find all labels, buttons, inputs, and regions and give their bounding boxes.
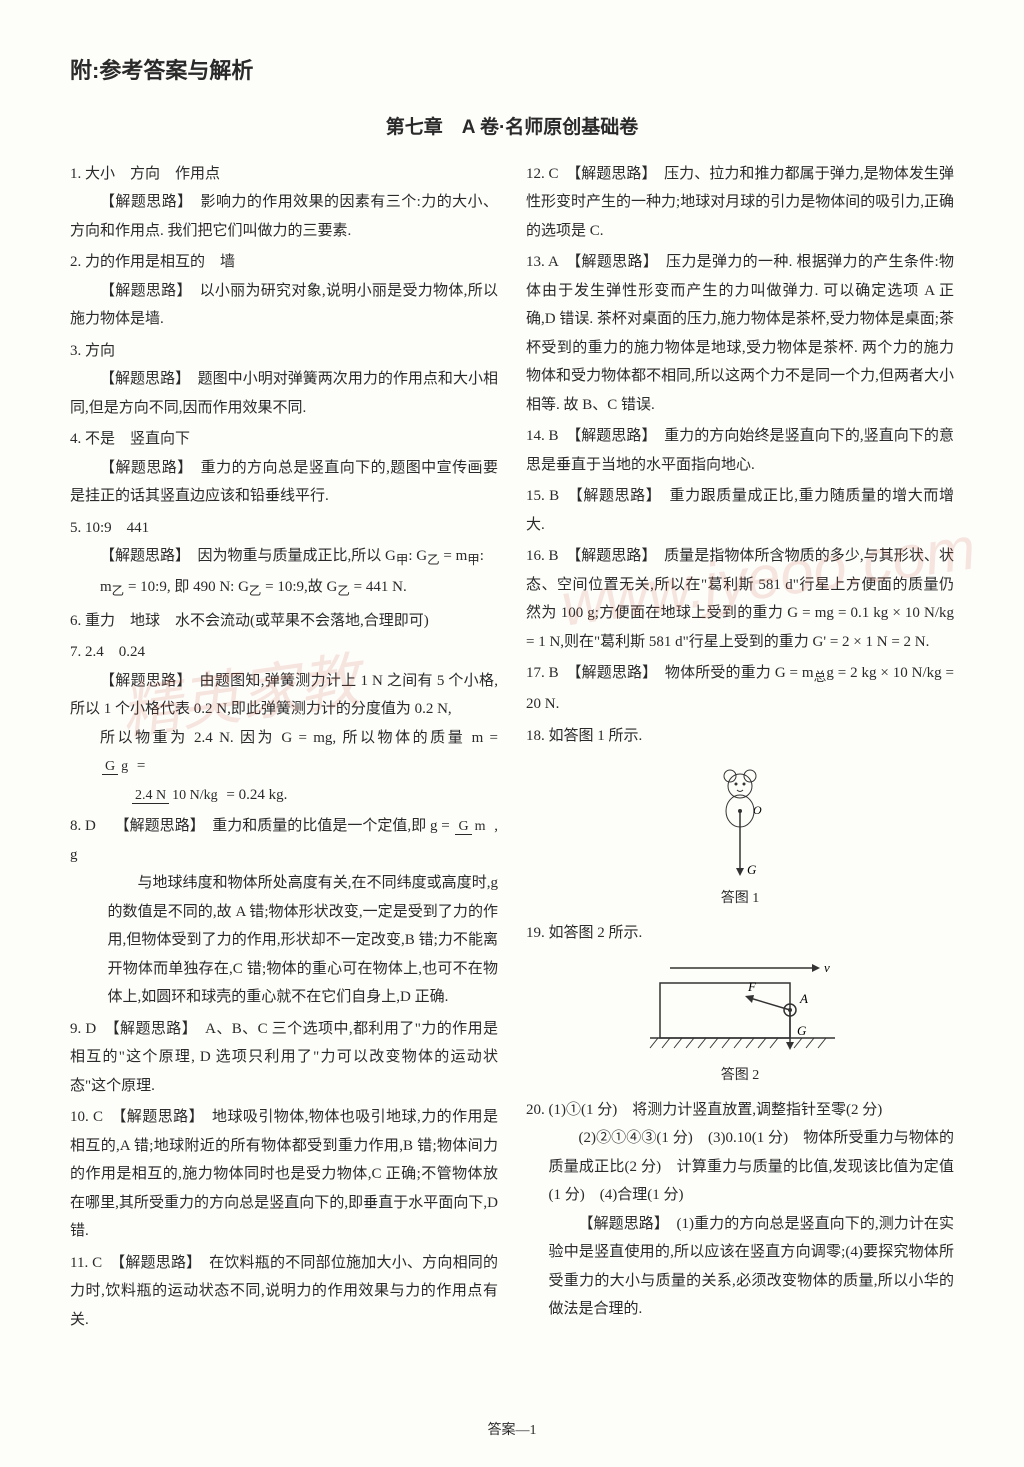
- answer-text: 16. B 【解题思路】 质量是指物体所含物质的多少,与其形状、状态、空间位置无…: [526, 542, 954, 656]
- question-15: 15. B 【解题思路】 重力跟质量成正比,重力随质量的增大而增大.: [526, 482, 954, 539]
- fraction: 2.4 N10 N/kg: [102, 788, 221, 803]
- fraction: Gm: [455, 819, 488, 834]
- question-9: 9. D 【解题思路】 A、B、C 三个选项中,都利用了"力的作用是相互的"这个…: [70, 1015, 498, 1101]
- question-5: 5. 10:9 441 【解题思路】 因为物重与质量成正比,所以 G甲: G乙 …: [70, 514, 498, 604]
- answer-text: 18. 如答图 1 所示.: [526, 722, 954, 751]
- answer-text: 17. B 【解题思路】 物体所受的重力 G = m总g = 2 kg × 10…: [526, 659, 954, 718]
- explanation-cont: 所以物重为 2.4 N. 因为 G = mg, 所以物体的质量 m = Gg =: [70, 724, 498, 781]
- svg-text:A: A: [799, 991, 808, 1006]
- explanation-text: 【解题思路】 题图中小明对弹簧两次用力的作用点和大小相同,但是方向不同,因而作用…: [70, 365, 498, 422]
- explanation-cont: 2.4 N10 N/kg = 0.24 kg.: [70, 781, 498, 810]
- question-1: 1. 大小 方向 作用点 【解题思路】 影响力的作用效果的因素有三个:力的大小、…: [70, 160, 498, 246]
- answer-text: 3. 方向: [70, 337, 498, 366]
- answer-text: 5. 10:9 441: [70, 514, 498, 543]
- answer-text: 19. 如答图 2 所示.: [526, 919, 954, 948]
- svg-text:G: G: [747, 862, 757, 877]
- fraction: Gg: [72, 759, 131, 774]
- question-18: 18. 如答图 1 所示. O G 答图 1: [526, 722, 954, 913]
- answer-text: 4. 不是 竖直向下: [70, 425, 498, 454]
- figure-1: O G 答图 1: [526, 756, 954, 913]
- answer-text: 6. 重力 地球 水不会流动(或苹果不会落地,合理即可): [70, 607, 498, 636]
- explanation-text: 【解题思路】 (1)重力的方向总是竖直向下的,测力计在实验中是竖直使用的,所以应…: [526, 1210, 954, 1324]
- answer-text: 7. 2.4 0.24: [70, 638, 498, 667]
- figure-caption: 答图 2: [526, 1063, 954, 1090]
- page-footer: 答案—1: [0, 1418, 1024, 1445]
- svg-text:O: O: [753, 803, 762, 817]
- explanation-text: 与地球纬度和物体所处高度有关,在不同纬度或高度时,g 的数值是不同的,故 A 错…: [70, 869, 498, 1012]
- answer-cont: (2)②①④③(1 分) (3)0.10(1 分) 物体所受重力与物体的质量成正…: [526, 1124, 954, 1210]
- answer-text: 10. C 【解题思路】 地球吸引物体,物体也吸引地球,力的作用是相互的,A 错…: [70, 1103, 498, 1246]
- svg-text:v: v: [824, 960, 830, 975]
- question-16: 16. B 【解题思路】 质量是指物体所含物质的多少,与其形状、状态、空间位置无…: [526, 542, 954, 656]
- question-4: 4. 不是 竖直向下 【解题思路】 重力的方向总是竖直向下的,题图中宣传画要是挂…: [70, 425, 498, 511]
- question-11: 11. C 【解题思路】 在饮料瓶的不同部位施加大小、方向相同的力时,饮料瓶的运…: [70, 1249, 498, 1335]
- answer-text: 14. B 【解题思路】 重力的方向始终是竖直向下的,竖直向下的意思是垂直于当地…: [526, 422, 954, 479]
- svg-text:F: F: [747, 979, 757, 994]
- question-17: 17. B 【解题思路】 物体所受的重力 G = m总g = 2 kg × 10…: [526, 659, 954, 718]
- page-title: 附:参考答案与解析: [70, 50, 954, 92]
- answer-text: 13. A 【解题思路】 压力是弹力的一种. 根据弹力的产生条件:物体由于发生弹…: [526, 248, 954, 419]
- question-19: 19. 如答图 2 所示. v F A G: [526, 919, 954, 1090]
- svg-text:G: G: [797, 1023, 807, 1038]
- explanation-text: 【解题思路】 因为物重与质量成正比,所以 G甲: G乙 = m甲:: [70, 542, 498, 573]
- box-force-diagram-icon: v F A G: [640, 953, 840, 1063]
- question-3: 3. 方向 【解题思路】 题图中小明对弹簧两次用力的作用点和大小相同,但是方向不…: [70, 337, 498, 423]
- question-10: 10. C 【解题思路】 地球吸引物体,物体也吸引地球,力的作用是相互的,A 错…: [70, 1103, 498, 1246]
- answer-text: 20. (1)①(1 分) 将测力计竖直放置,调整指针至零(2 分): [526, 1096, 954, 1125]
- figure-caption: 答图 1: [526, 886, 954, 913]
- answer-text: 8. D 【解题思路】 重力和质量的比值是一个定值,即 g = Gm , g: [70, 812, 498, 869]
- question-6: 6. 重力 地球 水不会流动(或苹果不会落地,合理即可): [70, 607, 498, 636]
- explanation-text: 【解题思路】 影响力的作用效果的因素有三个:力的大小、方向和作用点. 我们把它们…: [70, 188, 498, 245]
- answer-text: 1. 大小 方向 作用点: [70, 160, 498, 189]
- answer-text: 15. B 【解题思路】 重力跟质量成正比,重力随质量的增大而增大.: [526, 482, 954, 539]
- explanation-cont: m乙 = 10:9, 即 490 N: G乙 = 10:9,故 G乙 = 441…: [70, 573, 498, 604]
- bear-diagram-icon: O G: [695, 756, 785, 886]
- chapter-title: 第七章 A 卷·名师原创基础卷: [70, 110, 954, 146]
- content-columns: 1. 大小 方向 作用点 【解题思路】 影响力的作用效果的因素有三个:力的大小、…: [70, 160, 954, 1400]
- explanation-text: 【解题思路】 以小丽为研究对象,说明小丽是受力物体,所以施力物体是墙.: [70, 277, 498, 334]
- answer-text: 2. 力的作用是相互的 墙: [70, 248, 498, 277]
- question-8: 8. D 【解题思路】 重力和质量的比值是一个定值,即 g = Gm , g 与…: [70, 812, 498, 1012]
- answer-text: 9. D 【解题思路】 A、B、C 三个选项中,都利用了"力的作用是相互的"这个…: [70, 1015, 498, 1101]
- figure-2: v F A G 答图 2: [526, 953, 954, 1090]
- explanation-text: 【解题思路】 重力的方向总是竖直向下的,题图中宣传画要是挂正的话其竖直边应该和铅…: [70, 454, 498, 511]
- question-12: 12. C 【解题思路】 压力、拉力和推力都属于弹力,是物体发生弹性形变时产生的…: [526, 160, 954, 246]
- question-14: 14. B 【解题思路】 重力的方向始终是竖直向下的,竖直向下的意思是垂直于当地…: [526, 422, 954, 479]
- answer-text: 12. C 【解题思路】 压力、拉力和推力都属于弹力,是物体发生弹性形变时产生的…: [526, 160, 954, 246]
- explanation-text: 【解题思路】 由题图知,弹簧测力计上 1 N 之间有 5 个小格,所以 1 个小…: [70, 667, 498, 724]
- question-2: 2. 力的作用是相互的 墙 【解题思路】 以小丽为研究对象,说明小丽是受力物体,…: [70, 248, 498, 334]
- answer-text: 11. C 【解题思路】 在饮料瓶的不同部位施加大小、方向相同的力时,饮料瓶的运…: [70, 1249, 498, 1335]
- question-13: 13. A 【解题思路】 压力是弹力的一种. 根据弹力的产生条件:物体由于发生弹…: [526, 248, 954, 419]
- question-7: 7. 2.4 0.24 【解题思路】 由题图知,弹簧测力计上 1 N 之间有 5…: [70, 638, 498, 809]
- question-20: 20. (1)①(1 分) 将测力计竖直放置,调整指针至零(2 分) (2)②①…: [526, 1096, 954, 1324]
